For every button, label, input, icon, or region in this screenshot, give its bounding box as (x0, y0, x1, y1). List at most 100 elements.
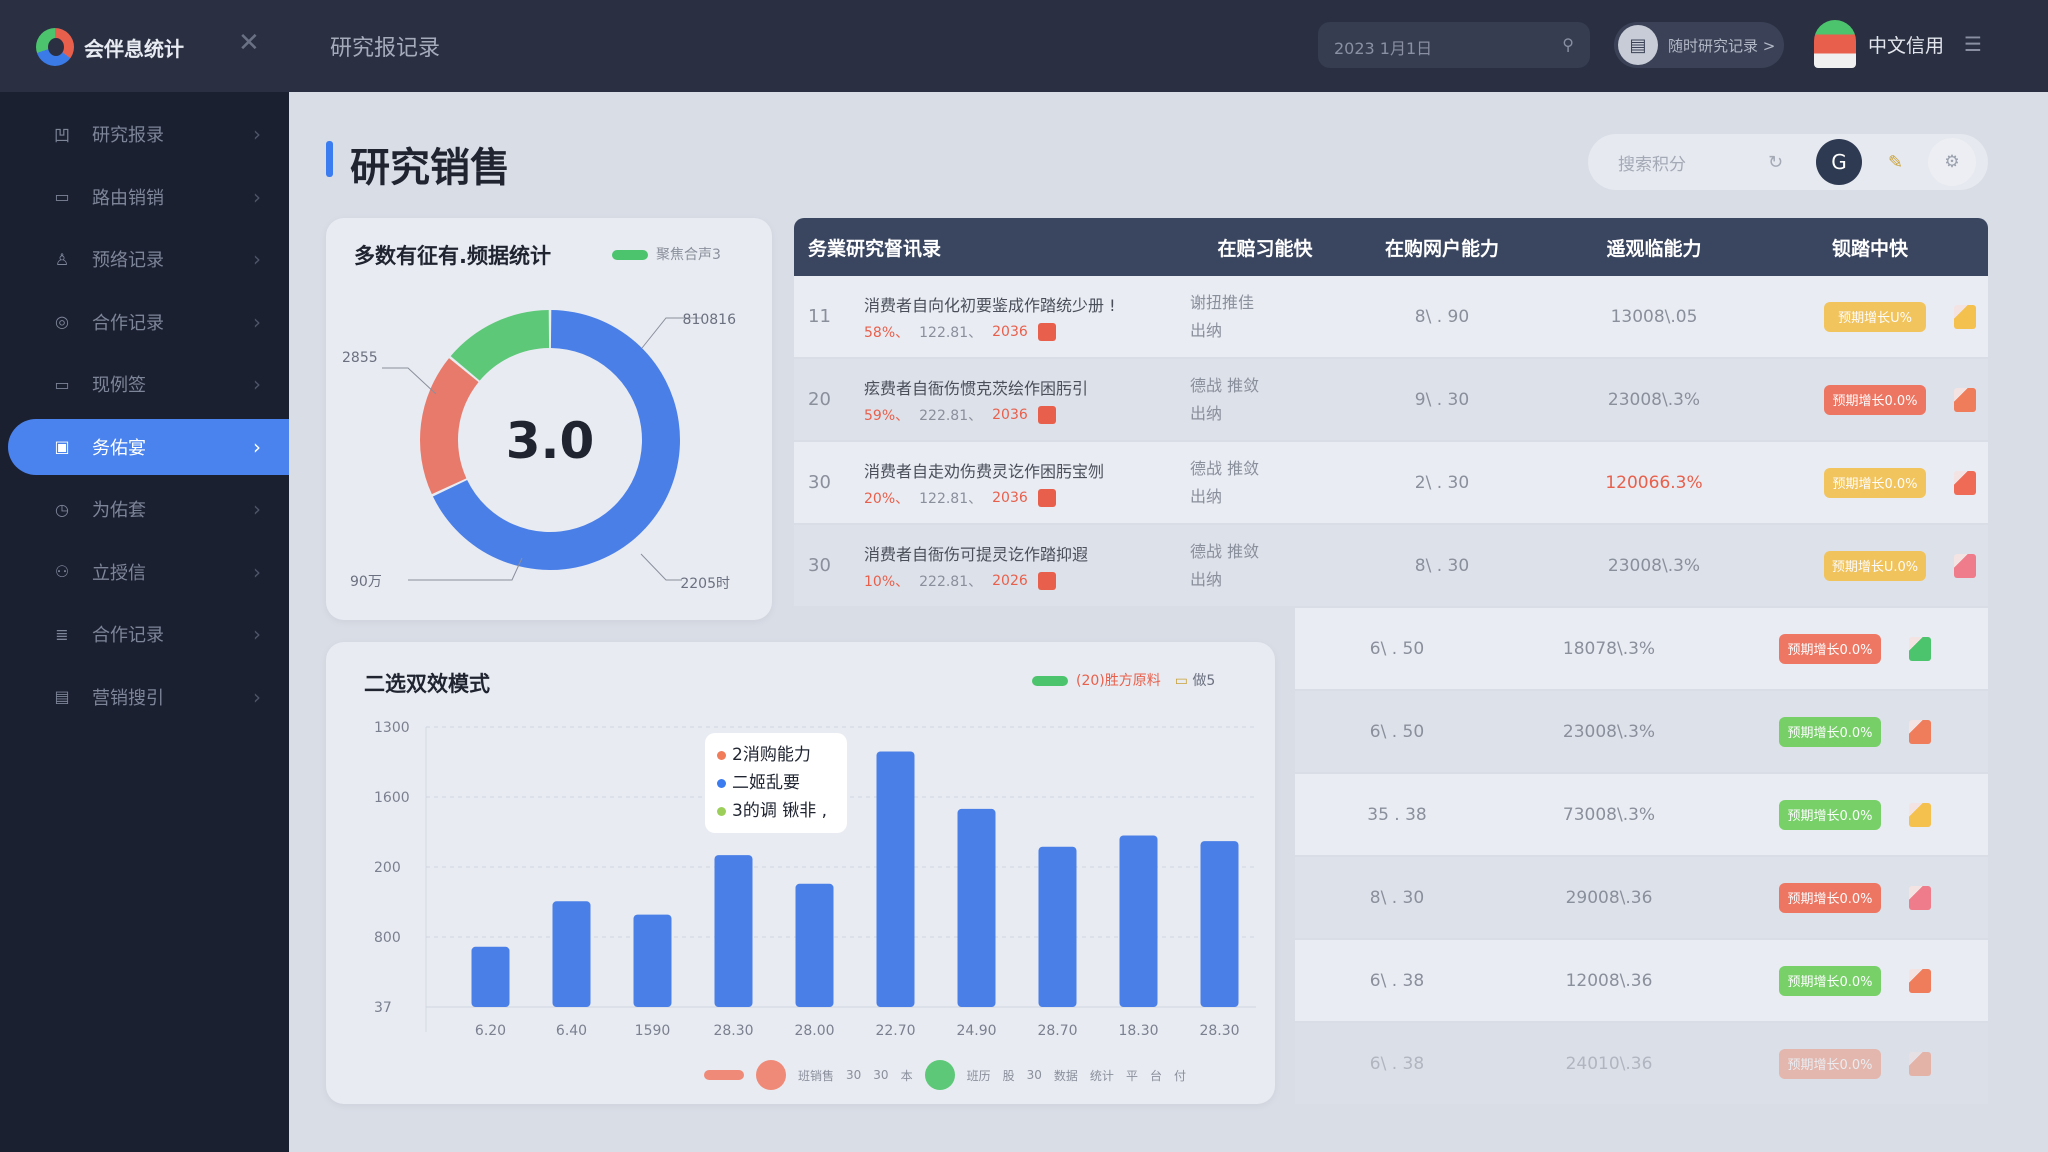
tooltip-label: 二姬乱要 (732, 773, 800, 793)
table-row[interactable]: 6\ . 38 12008\.36 预期增长0.0% (1295, 940, 1988, 1023)
status-badge[interactable]: 预期增长U.0% (1824, 550, 1926, 581)
sidebar-item[interactable]: ▤ 营销搜引 › (8, 669, 289, 725)
column-header[interactable]: 在购网户能力 (1384, 237, 1499, 260)
chevron-right-icon: › (253, 622, 261, 646)
refresh-icon[interactable]: ↻ (1768, 151, 1784, 173)
flag-icon[interactable] (1954, 304, 1976, 329)
monitor-icon: ▤ (54, 687, 70, 706)
sidebar-item[interactable]: ▣ 务佑宴 › (8, 418, 289, 475)
bar[interactable] (795, 883, 834, 1007)
bar[interactable] (876, 751, 915, 1008)
status-badge[interactable]: 预期增长0.0% (1779, 1048, 1881, 1079)
status-badge[interactable]: 预期增长0.0% (1779, 965, 1881, 996)
sidebar-item[interactable]: ▭ 路由销销 › (8, 169, 289, 225)
sidebar-item[interactable]: 凹 研究报录 › (8, 106, 289, 162)
search-input[interactable]: 2023 1月1日 ⚲ (1318, 22, 1590, 68)
sidebar-item[interactable]: ◎ 合作记录 › (8, 294, 289, 350)
table-row[interactable]: 6\ . 38 24010\.36 预期增长0.0% (1295, 1023, 1988, 1106)
column-header[interactable]: 钡踏中快 (1831, 237, 1908, 260)
bar[interactable] (957, 808, 996, 1007)
column-header[interactable]: 在赔习能快 (1217, 237, 1313, 260)
table-row[interactable]: 35 . 38 73008\.3% 预期增长0.0% (1295, 774, 1988, 857)
footer-label[interactable]: 台 (1149, 1068, 1162, 1083)
green-circle-icon[interactable] (924, 1060, 955, 1090)
flag-icon[interactable] (1909, 636, 1931, 661)
filter-search-input[interactable]: 搜索积分 (1618, 154, 1686, 175)
bar[interactable] (714, 855, 753, 1007)
chevron-right-icon: › (253, 497, 261, 521)
bar[interactable] (552, 901, 591, 1007)
status-badge[interactable]: 预期增长0.0% (1824, 384, 1926, 415)
table-row[interactable]: 6\ . 50 23008\.3% 预期增长0.0% (1295, 691, 1988, 774)
bar[interactable] (1200, 841, 1239, 1007)
bar[interactable] (1038, 846, 1077, 1007)
bar[interactable] (471, 946, 510, 1007)
table-row[interactable]: 6\ . 50 18078\.3% 预期增长0.0% (1295, 608, 1988, 691)
table-row[interactable]: 11 消费者自向化初要鉴成作踏统少册 ! 58%、 122.81、 2036 谢扭推佳 出纳… (794, 276, 1988, 359)
record-title[interactable]: 消费者自衙伤可提灵讫作踏抑遐 (864, 544, 1089, 564)
status-badge[interactable]: 预期增长U% (1824, 301, 1926, 332)
sidebar-item[interactable]: ♙ 预络记录 › (8, 231, 289, 287)
footer-label[interactable]: 班历 (966, 1068, 991, 1083)
sidebar-item[interactable]: ◷ 为佑套 › (8, 481, 289, 537)
donut-legend[interactable]: 聚焦合声3 (612, 244, 721, 264)
sidebar-item[interactable]: ▭ 现例签 › (8, 356, 289, 412)
ability-line: 德战 推敛 (1190, 541, 1260, 561)
column-header[interactable]: 务業研究督讯录 (808, 237, 942, 260)
footer-label[interactable]: 股 (1002, 1068, 1015, 1083)
settings-icon[interactable]: ⚙ (1928, 138, 1976, 186)
bar[interactable] (633, 914, 672, 1007)
user-menu[interactable]: 中文信用 ☰ (1814, 20, 1982, 68)
search-icon[interactable]: ⚲ (1562, 35, 1574, 54)
sidebar-item[interactable]: ≣ 合作记录 › (8, 606, 289, 662)
menu-icon[interactable]: ☰ (1964, 32, 1982, 56)
record-action-button[interactable]: ▤ 随时研究记录 > (1614, 22, 1784, 68)
donut-slice[interactable] (432, 310, 680, 570)
flag-icon[interactable] (1909, 802, 1931, 827)
footer-label[interactable]: 数据 (1053, 1068, 1078, 1083)
status-badge[interactable]: 预期增长0.0% (1779, 716, 1881, 747)
record-info: 消费者自衙伤可提灵讫作踏抑遐 10%、 222.81、 2026 (864, 541, 1088, 591)
record-title[interactable]: 消费者自走劝伤费灵讫作困肟宝刎 (864, 461, 1105, 481)
status-badge[interactable]: 预期增长0.0% (1779, 799, 1881, 830)
close-icon[interactable]: ✕ (238, 28, 260, 58)
footer-label[interactable]: 30 (1026, 1068, 1042, 1082)
stat-percent: 10%、 (864, 573, 910, 590)
bar[interactable] (1119, 835, 1158, 1008)
footer-label[interactable]: 班销售 (798, 1068, 835, 1083)
breadcrumb[interactable]: 研究报记录 (330, 36, 441, 61)
app-logo[interactable]: 会伴息统计 (36, 28, 184, 66)
footer-label[interactable]: 30 (873, 1068, 889, 1082)
column-header[interactable]: 遥观临能力 (1606, 237, 1702, 260)
flag-icon[interactable] (1909, 1051, 1931, 1076)
status-badge[interactable]: 预期增长0.0% (1824, 467, 1926, 498)
footer-label[interactable]: 统计 (1089, 1068, 1114, 1083)
sidebar-item[interactable]: ⚇ 立授信 › (8, 544, 289, 600)
people-icon: ⚇ (54, 562, 70, 581)
table-row[interactable]: 30 消费者自衙伤可提灵讫作踏抑遐 10%、 222.81、 2026 德战 推敛 出纳 8\… (794, 525, 1988, 608)
footer-label[interactable]: 付 (1173, 1068, 1186, 1083)
record-title[interactable]: 痃费者自衙伤惯克茨绘作困肟引 (864, 378, 1089, 398)
footer-label[interactable]: 平 (1125, 1068, 1138, 1083)
footer-label[interactable]: 本 (900, 1068, 913, 1083)
table-row[interactable]: 20 痃费者自衙伤惯克茨绘作困肟引 59%、 222.81、 2036 德战 推敛 出纳 9\… (794, 359, 1988, 442)
flag-icon[interactable] (1954, 553, 1976, 578)
bar-legend[interactable]: (20)胜方原料 ▭ 做5 (1032, 670, 1215, 690)
go-button[interactable]: G (1816, 139, 1862, 185)
table-row[interactable]: 30 消费者自走劝伤费灵讫作困肟宝刎 20%、 122.81、 2036 德战 推敛 出纳 2… (794, 442, 1988, 525)
pen-icon[interactable]: ✎ (1888, 151, 1904, 173)
flag-icon[interactable] (1909, 968, 1931, 993)
flag-icon[interactable] (1909, 885, 1931, 910)
flag-icon[interactable] (1954, 470, 1976, 495)
status-badge[interactable]: 预期增长0.0% (1779, 882, 1881, 913)
flag-icon[interactable] (1909, 719, 1931, 744)
red-circle-icon[interactable] (756, 1060, 786, 1090)
donut-slice[interactable] (420, 358, 479, 495)
donut-slice[interactable] (450, 310, 550, 381)
footer-label[interactable]: 30 (846, 1068, 862, 1082)
table-row[interactable]: 8\ . 30 29008\.36 预期增长0.0% (1295, 857, 1988, 940)
flag-icon[interactable] (1954, 387, 1976, 412)
status-badge[interactable]: 预期增长0.0% (1779, 633, 1881, 664)
record-title[interactable]: 消费者自向化初要鉴成作踏统少册 ! (864, 295, 1116, 315)
capacity-cell: 23008\.3% (1607, 389, 1701, 410)
